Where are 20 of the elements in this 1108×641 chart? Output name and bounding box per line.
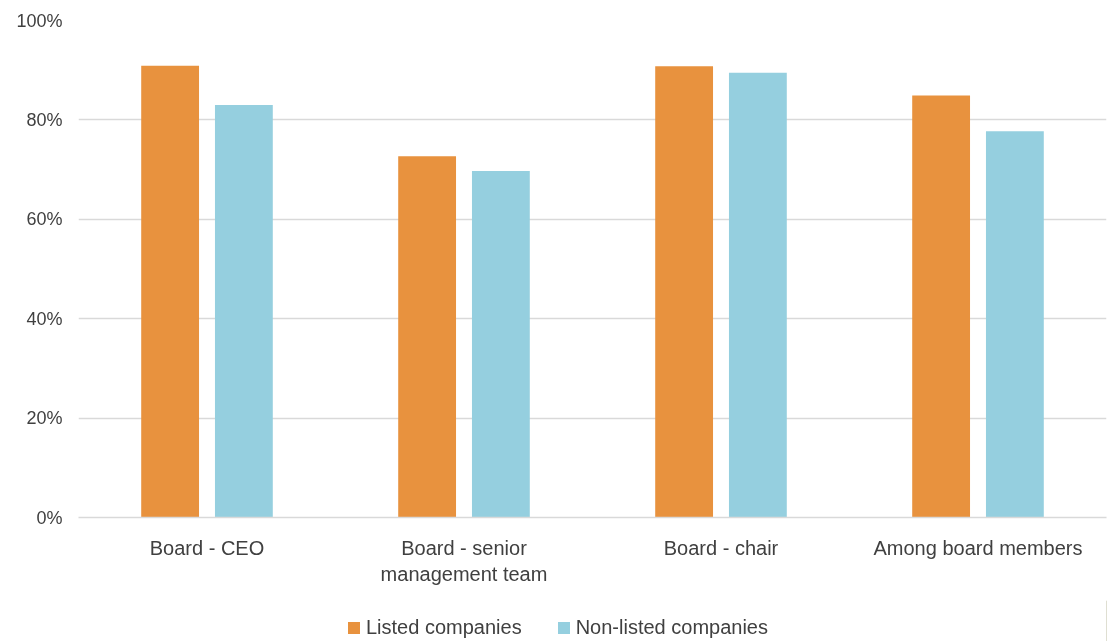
bar xyxy=(398,156,457,518)
bar xyxy=(728,72,787,518)
y-tick-label: 100% xyxy=(16,10,63,31)
bar xyxy=(985,131,1044,518)
y-tick-label: 80% xyxy=(26,109,63,130)
y-tick-label: 60% xyxy=(26,209,63,230)
y-tick-label: 40% xyxy=(26,308,63,329)
y-tick-label: 20% xyxy=(26,408,63,429)
bar xyxy=(141,65,200,518)
x-tick-label: Board - senior management team xyxy=(380,536,548,585)
bar xyxy=(655,66,714,518)
legend-label: Listed companies xyxy=(366,616,522,639)
x-tick-label: Board - CEO xyxy=(149,536,265,559)
y-tick-label: 0% xyxy=(36,507,63,528)
x-tick-label: Among board members xyxy=(873,536,1083,559)
legend-label: Non-listed companies xyxy=(575,616,768,639)
bar xyxy=(214,104,273,518)
bar xyxy=(912,95,971,518)
bar xyxy=(471,171,530,518)
x-tick-label: Board - chair xyxy=(663,536,779,559)
